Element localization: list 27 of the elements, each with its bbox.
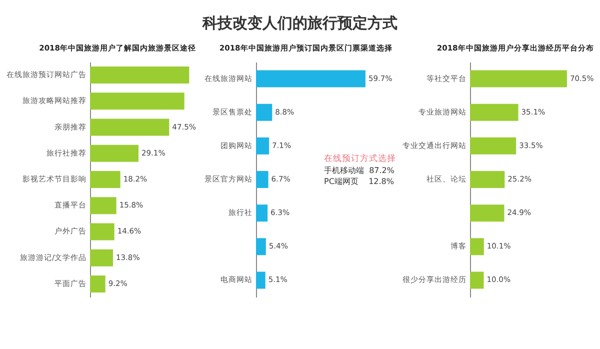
bar: [256, 104, 272, 121]
bar: [90, 92, 184, 110]
bar: [90, 197, 116, 214]
bar: [90, 275, 106, 292]
bar: [256, 238, 266, 256]
bar: [256, 204, 268, 222]
bar: [90, 118, 170, 136]
bar: [90, 144, 138, 162]
bar: [90, 249, 113, 266]
bar: [470, 272, 484, 289]
bar: [90, 66, 190, 84]
bar: [90, 223, 114, 240]
bar: [256, 70, 366, 88]
bar: [470, 104, 518, 121]
bar: [256, 171, 268, 188]
annotation: 手机移动端 87.2%: [324, 165, 396, 176]
bar: [470, 171, 505, 188]
bar: [256, 272, 266, 289]
annotation: 在线预订方式选择: [324, 154, 396, 165]
bar: [256, 137, 270, 154]
bar: [90, 171, 120, 188]
bar: [470, 137, 516, 154]
bar: [470, 238, 484, 256]
annotation: PC端网页 12.8%: [324, 176, 395, 187]
text: 科技改变人们的旅行预定方式: [201, 13, 398, 34]
bar: [470, 204, 504, 222]
bar: [470, 70, 567, 88]
